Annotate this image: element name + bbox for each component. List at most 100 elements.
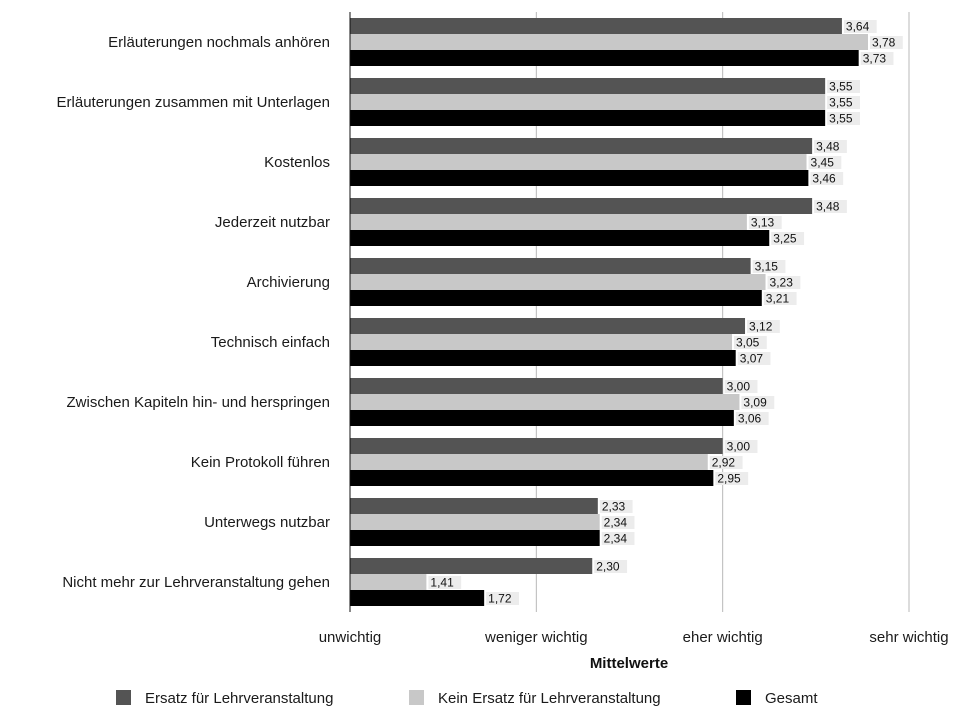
value-label-bg: [814, 200, 847, 213]
x-tick-label: eher wichtig: [683, 629, 763, 646]
value-label: 3,73: [863, 52, 887, 66]
bar: [350, 170, 809, 186]
value-label: 3,46: [812, 172, 836, 186]
bar: [350, 514, 600, 530]
value-label: 3,23: [770, 276, 794, 290]
value-label: 3,00: [727, 380, 751, 394]
bar: [350, 50, 859, 66]
category-label: Unterwegs nutzbar: [204, 514, 330, 531]
legend-swatch: [116, 690, 131, 705]
bar: [350, 258, 751, 274]
category-label: Kein Protokoll führen: [191, 454, 330, 471]
value-label: 3,13: [751, 216, 775, 230]
bar: [350, 94, 826, 110]
value-label-bg: [747, 320, 780, 333]
legend: Ersatz für Lehrveranstaltung Kein Ersatz …: [116, 690, 818, 707]
bar: [350, 274, 766, 290]
value-label: 3,48: [816, 140, 840, 154]
value-label: 2,95: [717, 472, 741, 486]
value-label: 3,05: [736, 336, 760, 350]
bar: [350, 590, 485, 606]
bar: [350, 498, 598, 514]
category-label: Archivierung: [247, 274, 330, 291]
legend-label: Kein Ersatz für Lehrveranstaltung: [438, 690, 661, 707]
value-label: 3,00: [727, 440, 751, 454]
bar: [350, 470, 714, 486]
bar: [350, 214, 747, 230]
value-label-bg: [599, 500, 633, 513]
value-label-bg: [808, 156, 842, 169]
value-label: 3,09: [743, 396, 767, 410]
legend-swatch: [409, 690, 424, 705]
value-label-bg: [827, 112, 860, 125]
category-label: Technisch einfach: [211, 334, 330, 351]
value-label: 3,55: [829, 96, 853, 110]
value-label-bg: [601, 532, 635, 545]
bar: [350, 410, 734, 426]
x-axis-title: Mittelwerte: [590, 655, 668, 672]
x-tick-labels: unwichtig weniger wichtig eher wichtig sehr…: [319, 629, 949, 646]
value-label-bg: [752, 260, 786, 273]
value-label-bg: [735, 412, 769, 425]
value-label: 3,55: [829, 80, 853, 94]
value-label-bg: [724, 380, 758, 393]
value-label-bg: [486, 592, 519, 605]
value-label: 3,06: [738, 412, 762, 426]
value-label-bg: [709, 456, 743, 469]
value-label-bg: [724, 440, 758, 453]
x-tick-label: unwichtig: [319, 629, 382, 646]
value-labels: 3,643,78 3,73 3,55 3,55 3,55 3,48 3,45 3,46 3,48…: [428, 20, 903, 606]
value-label-bg: [827, 80, 860, 93]
bar: [350, 18, 842, 34]
value-label: 3,48: [816, 200, 840, 214]
value-label: 1,72: [488, 592, 512, 606]
bar: [350, 230, 770, 246]
category-label: Zwischen Kapiteln hin- und herspringen: [67, 394, 331, 411]
bars: [350, 18, 869, 606]
bar: [350, 34, 869, 50]
bar: [350, 290, 762, 306]
value-label: 3,45: [811, 156, 835, 170]
value-label: 3,15: [755, 260, 779, 274]
bar: [350, 334, 732, 350]
value-label-bg: [860, 52, 894, 65]
value-label: 3,25: [773, 232, 797, 246]
category-label: Nicht mehr zur Lehrveranstaltung gehen: [62, 574, 330, 591]
value-label: 2,33: [602, 500, 626, 514]
bar: [350, 378, 723, 394]
bar: [350, 530, 600, 546]
bar: [350, 394, 740, 410]
bar: [350, 574, 427, 590]
value-label: 3,64: [846, 20, 870, 34]
legend-label: Gesamt: [765, 690, 818, 707]
value-label: 2,92: [712, 456, 736, 470]
bar: [350, 558, 593, 574]
value-label-bg: [843, 20, 877, 33]
value-label-bg: [428, 576, 462, 589]
value-label-bg: [767, 276, 801, 289]
value-label-bg: [763, 292, 797, 305]
value-label-bg: [741, 396, 775, 409]
bar: [350, 454, 708, 470]
value-label: 3,78: [872, 36, 896, 50]
value-label-bg: [870, 36, 903, 49]
value-label-bg: [771, 232, 805, 245]
bar: [350, 198, 813, 214]
value-label: 3,55: [829, 112, 853, 126]
value-label-bg: [601, 516, 635, 529]
value-label-bg: [810, 172, 844, 185]
bar: [350, 78, 826, 94]
value-label-bg: [827, 96, 860, 109]
bar: [350, 438, 723, 454]
category-label: Kostenlos: [264, 154, 330, 171]
x-tick-label: weniger wichtig: [484, 629, 588, 646]
value-label-bg: [814, 140, 847, 153]
category-labels: Erläuterungen nochmals anhören Erläuterun…: [57, 34, 330, 591]
value-label-bg: [715, 472, 749, 485]
value-label: 1,41: [430, 576, 454, 590]
value-label-bg: [594, 560, 628, 573]
value-label: 3,12: [749, 320, 773, 334]
value-label-bg: [733, 336, 767, 349]
value-label: 2,34: [604, 532, 628, 546]
